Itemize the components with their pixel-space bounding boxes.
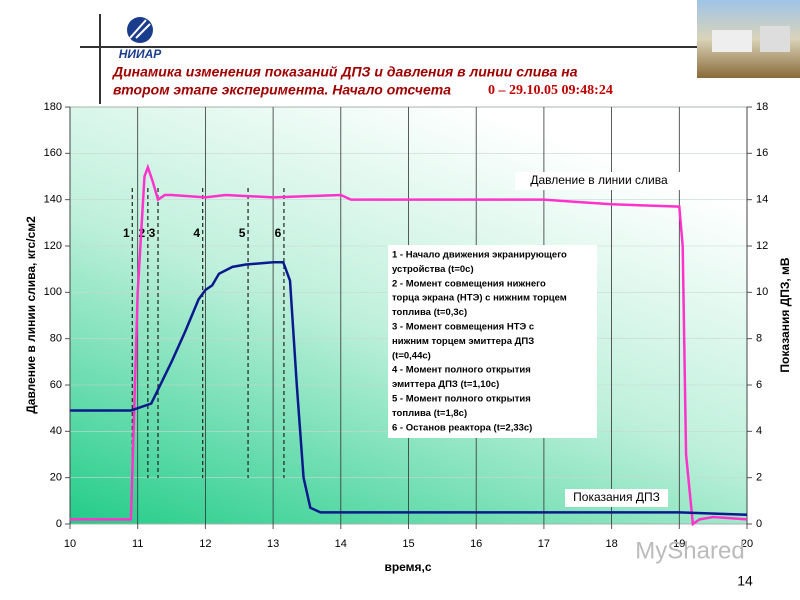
- annotation-line: 4 - Момент полного открытия: [392, 365, 531, 376]
- y-tick-label: 100: [44, 286, 62, 298]
- logo-emblem: [129, 19, 151, 39]
- x-tick-label: 10: [64, 538, 76, 550]
- logo-text: НИИАР: [119, 47, 163, 61]
- y-tick-label: 120: [44, 240, 62, 252]
- series-label: Давление в линии слива: [530, 173, 668, 187]
- y-tick-label: 0: [56, 518, 62, 530]
- marker-label: 1: [123, 226, 130, 240]
- y-tick-label: 180: [44, 101, 62, 113]
- title: втором этапе эксперимента. Начало отсчет…: [113, 82, 451, 98]
- y2-tick-label: 12: [756, 240, 768, 252]
- marker-label: 4: [193, 226, 200, 240]
- title-time: 0 – 29.10.05 09:48:24: [488, 83, 613, 98]
- annotation-line: топлива (t=0,3c): [392, 307, 467, 318]
- annotation-box: [388, 245, 597, 438]
- y2-tick-label: 6: [756, 379, 762, 391]
- photo: [712, 30, 752, 52]
- series-label-box: [515, 172, 683, 190]
- annotation-line: топлива (t=1,8c): [392, 408, 467, 419]
- y-tick-label: 140: [44, 194, 62, 206]
- y2-tick-label: 2: [756, 472, 762, 484]
- x-tick-label: 13: [267, 538, 279, 550]
- annotation-line: торца экрана (НТЭ) с нижним торцем: [392, 293, 567, 304]
- marker-label: 6: [275, 226, 282, 240]
- watermark: MyShared: [635, 537, 744, 564]
- annotation-line: 2 - Момент совмещения нижнего: [392, 278, 546, 289]
- y-tick-label: 160: [44, 147, 62, 159]
- annotation-line: устройства (t=0c): [392, 264, 474, 275]
- y2-tick-label: 18: [756, 101, 768, 113]
- series-line: [70, 260, 748, 516]
- y2-axis-label: Показания ДПЗ, мВ: [778, 257, 792, 372]
- y2-tick-label: 10: [756, 286, 768, 298]
- annotation-line: 1 - Начало движения экранирующего: [392, 250, 567, 261]
- series-label: Показания ДПЗ: [573, 490, 660, 504]
- title: Динамика изменения показаний ДПЗ и давле…: [112, 64, 578, 80]
- y2-tick-label: 16: [756, 147, 768, 159]
- x-tick-label: 17: [538, 538, 550, 550]
- series-line: [70, 163, 748, 527]
- x-tick-label: 11: [132, 538, 143, 550]
- y-tick-label: 80: [50, 333, 62, 345]
- annotation-line: 6 - Останов реактора (t=2,33c): [392, 422, 532, 433]
- annotation-line: 3 - Момент совмещения НТЭ с: [392, 322, 534, 333]
- y-tick-label: 40: [50, 425, 62, 437]
- x-tick-label: 16: [470, 538, 482, 550]
- annotation-line: нижним торцем эмиттера ДПЗ: [392, 336, 534, 347]
- x-tick-label: 15: [402, 538, 414, 550]
- logo-emblem: [127, 17, 153, 43]
- y-tick-label: 60: [50, 379, 62, 391]
- y2-tick-label: 0: [756, 518, 762, 530]
- annotation-line: эмиттера ДПЗ (t=1,10c): [392, 379, 499, 390]
- y-axis-label: Давление в линии слива, кгс/см2: [24, 216, 38, 414]
- y2-tick-label: 14: [756, 194, 768, 206]
- y2-tick-label: 8: [756, 333, 762, 345]
- x-tick-label: 14: [335, 538, 347, 550]
- marker-label: 5: [239, 226, 246, 240]
- y2-tick-label: 4: [756, 425, 762, 437]
- series-label-box: [565, 489, 668, 507]
- x-tick-label: 19: [673, 538, 685, 550]
- x-tick-label: 20: [741, 538, 753, 550]
- page-number: 14: [737, 573, 753, 589]
- x-axis-label: время,с: [384, 560, 431, 574]
- x-tick-label: 12: [199, 538, 211, 550]
- photo: [760, 26, 790, 52]
- y-tick-label: 20: [50, 472, 62, 484]
- annotation-line: (t=0,44c): [392, 350, 431, 361]
- marker-label: 3: [149, 226, 156, 240]
- annotation-line: 5 - Момент полного открытия: [392, 394, 531, 405]
- x-tick-label: 18: [605, 538, 617, 550]
